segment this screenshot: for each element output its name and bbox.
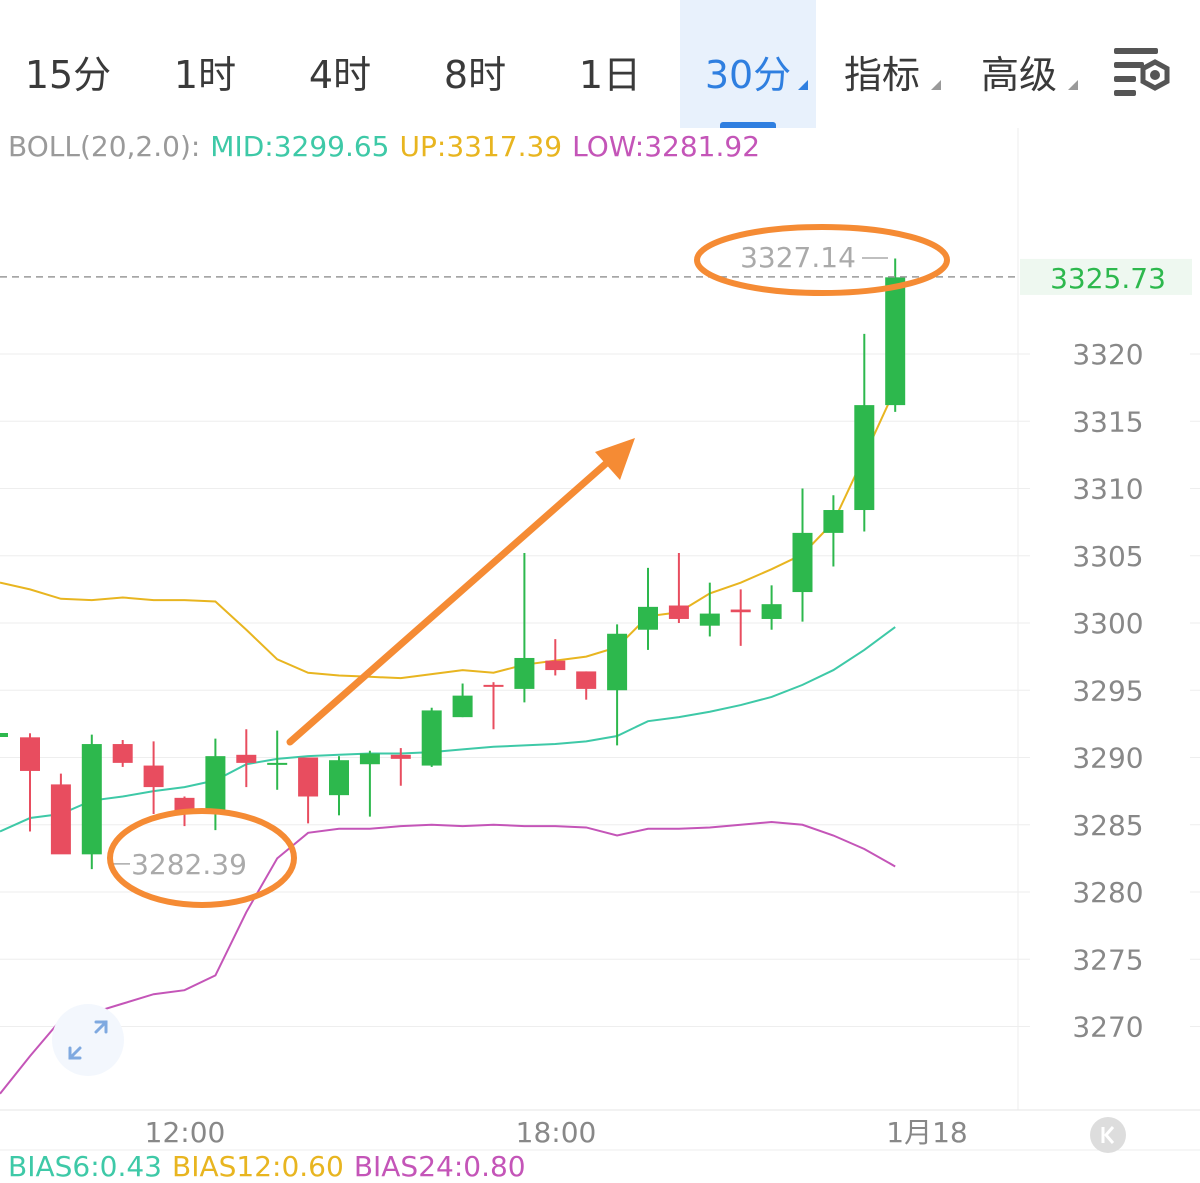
bias12-value: BIAS12:0.60: [172, 1150, 344, 1183]
candle-body: [452, 695, 473, 718]
scroll-latest-glyph: [1101, 1126, 1115, 1144]
high-annotation-ellipse: [694, 224, 950, 296]
y-tick-label: 3290: [1072, 742, 1143, 775]
boll-legend: BOLL(20,2.0): MID:3299.65 UP:3317.39 LOW:32…: [8, 130, 770, 163]
boll-mid-value: MID:3299.65: [210, 130, 390, 163]
candle-body: [143, 765, 164, 788]
bias24-value: BIAS24:0.80: [353, 1150, 526, 1183]
active-tab-indicator: [720, 122, 776, 128]
dropdown-caret-icon: [931, 80, 941, 90]
boll-upper-line: [0, 388, 897, 680]
candle-body: [236, 754, 257, 763]
high-price-label: 3327.14: [740, 241, 856, 274]
current-price-tag: [1020, 258, 1192, 295]
candle-body: [483, 684, 504, 687]
current-price-label: 3325.73: [1050, 262, 1166, 295]
tab-1时[interactable]: 1时: [173, 53, 237, 97]
tab-15分[interactable]: 15分: [24, 53, 112, 97]
expand-icon-bg: [52, 1004, 124, 1076]
low-price-label: 3282.39: [131, 848, 247, 881]
tab-30分[interactable]: 30分: [680, 0, 816, 128]
dropdown-caret-icon: [1068, 80, 1078, 90]
y-tick-label: 3285: [1072, 809, 1143, 842]
y-tick-label: 3315: [1072, 405, 1143, 438]
candle-body: [329, 760, 349, 796]
candle-body: [854, 405, 875, 511]
candle-body: [298, 757, 319, 797]
tab-高级[interactable]: 高级: [952, 0, 1086, 128]
boll-label: BOLL(20,2.0):: [8, 130, 201, 163]
x-tick-label: 12:00: [145, 1116, 226, 1149]
tab-4时[interactable]: 4时: [308, 53, 372, 97]
candle-body: [730, 609, 751, 613]
low-annotation-ellipse: [107, 808, 297, 908]
boll-mid-line: [0, 626, 896, 833]
boll-up-value: UP:3317.39: [399, 130, 563, 163]
candle-body: [20, 737, 40, 771]
candle-body: [761, 604, 782, 619]
boll-lower-line: [0, 821, 896, 1095]
candle-body: [50, 784, 71, 855]
candle-body: [638, 606, 658, 630]
y-tick-label: 3305: [1072, 540, 1143, 573]
trend-arrow-head: [595, 438, 635, 480]
candle-body: [607, 633, 628, 691]
tab-1日[interactable]: 1日: [578, 53, 642, 97]
bias-legend: BIAS6:0.43 BIAS12:0.60 BIAS24:0.80: [8, 1150, 536, 1183]
y-tick-label: 3275: [1072, 943, 1143, 976]
expand-icon: [68, 1020, 108, 1060]
candle-body: [545, 660, 566, 671]
x-tick-label: 1月18: [886, 1116, 967, 1149]
candle-body: [885, 277, 906, 406]
candle-body: [668, 605, 689, 619]
candle-body: [174, 797, 195, 813]
trend-arrow-shaft: [286, 456, 614, 746]
dropdown-caret-icon: [798, 80, 808, 90]
candle-body: [0, 733, 8, 737]
tab-指标[interactable]: 指标: [815, 0, 949, 128]
y-tick-label: 3300: [1072, 607, 1143, 640]
candle-body: [421, 710, 442, 766]
candle-body: [792, 532, 813, 593]
candle-body: [699, 613, 720, 626]
y-tick-label: 3270: [1072, 1011, 1143, 1044]
candle-body: [359, 753, 380, 765]
candle-body: [823, 510, 844, 533]
y-tick-label: 3280: [1072, 876, 1143, 909]
period-tab-bar: 15分 1时 4时 8时 1日 30分 指标 高级: [0, 0, 1200, 128]
candle-body: [576, 671, 597, 689]
y-tick-label: 3310: [1072, 473, 1143, 506]
candle-body: [205, 756, 226, 813]
candle-body: [81, 744, 102, 855]
candle-body: [514, 657, 535, 689]
x-tick-label: 18:00: [516, 1116, 597, 1149]
bias6-value: BIAS6:0.43: [8, 1150, 162, 1183]
scroll-latest-icon: [1090, 1117, 1126, 1153]
candle-body: [390, 754, 411, 759]
tab-8时[interactable]: 8时: [443, 53, 507, 97]
y-tick-label: 3320: [1072, 338, 1143, 371]
candle-body: [112, 744, 133, 763]
boll-low-value: LOW:3281.92: [572, 130, 761, 163]
candle-body: [267, 762, 288, 765]
y-tick-label: 3295: [1072, 674, 1143, 707]
chart-settings-icon[interactable]: [1110, 44, 1174, 100]
